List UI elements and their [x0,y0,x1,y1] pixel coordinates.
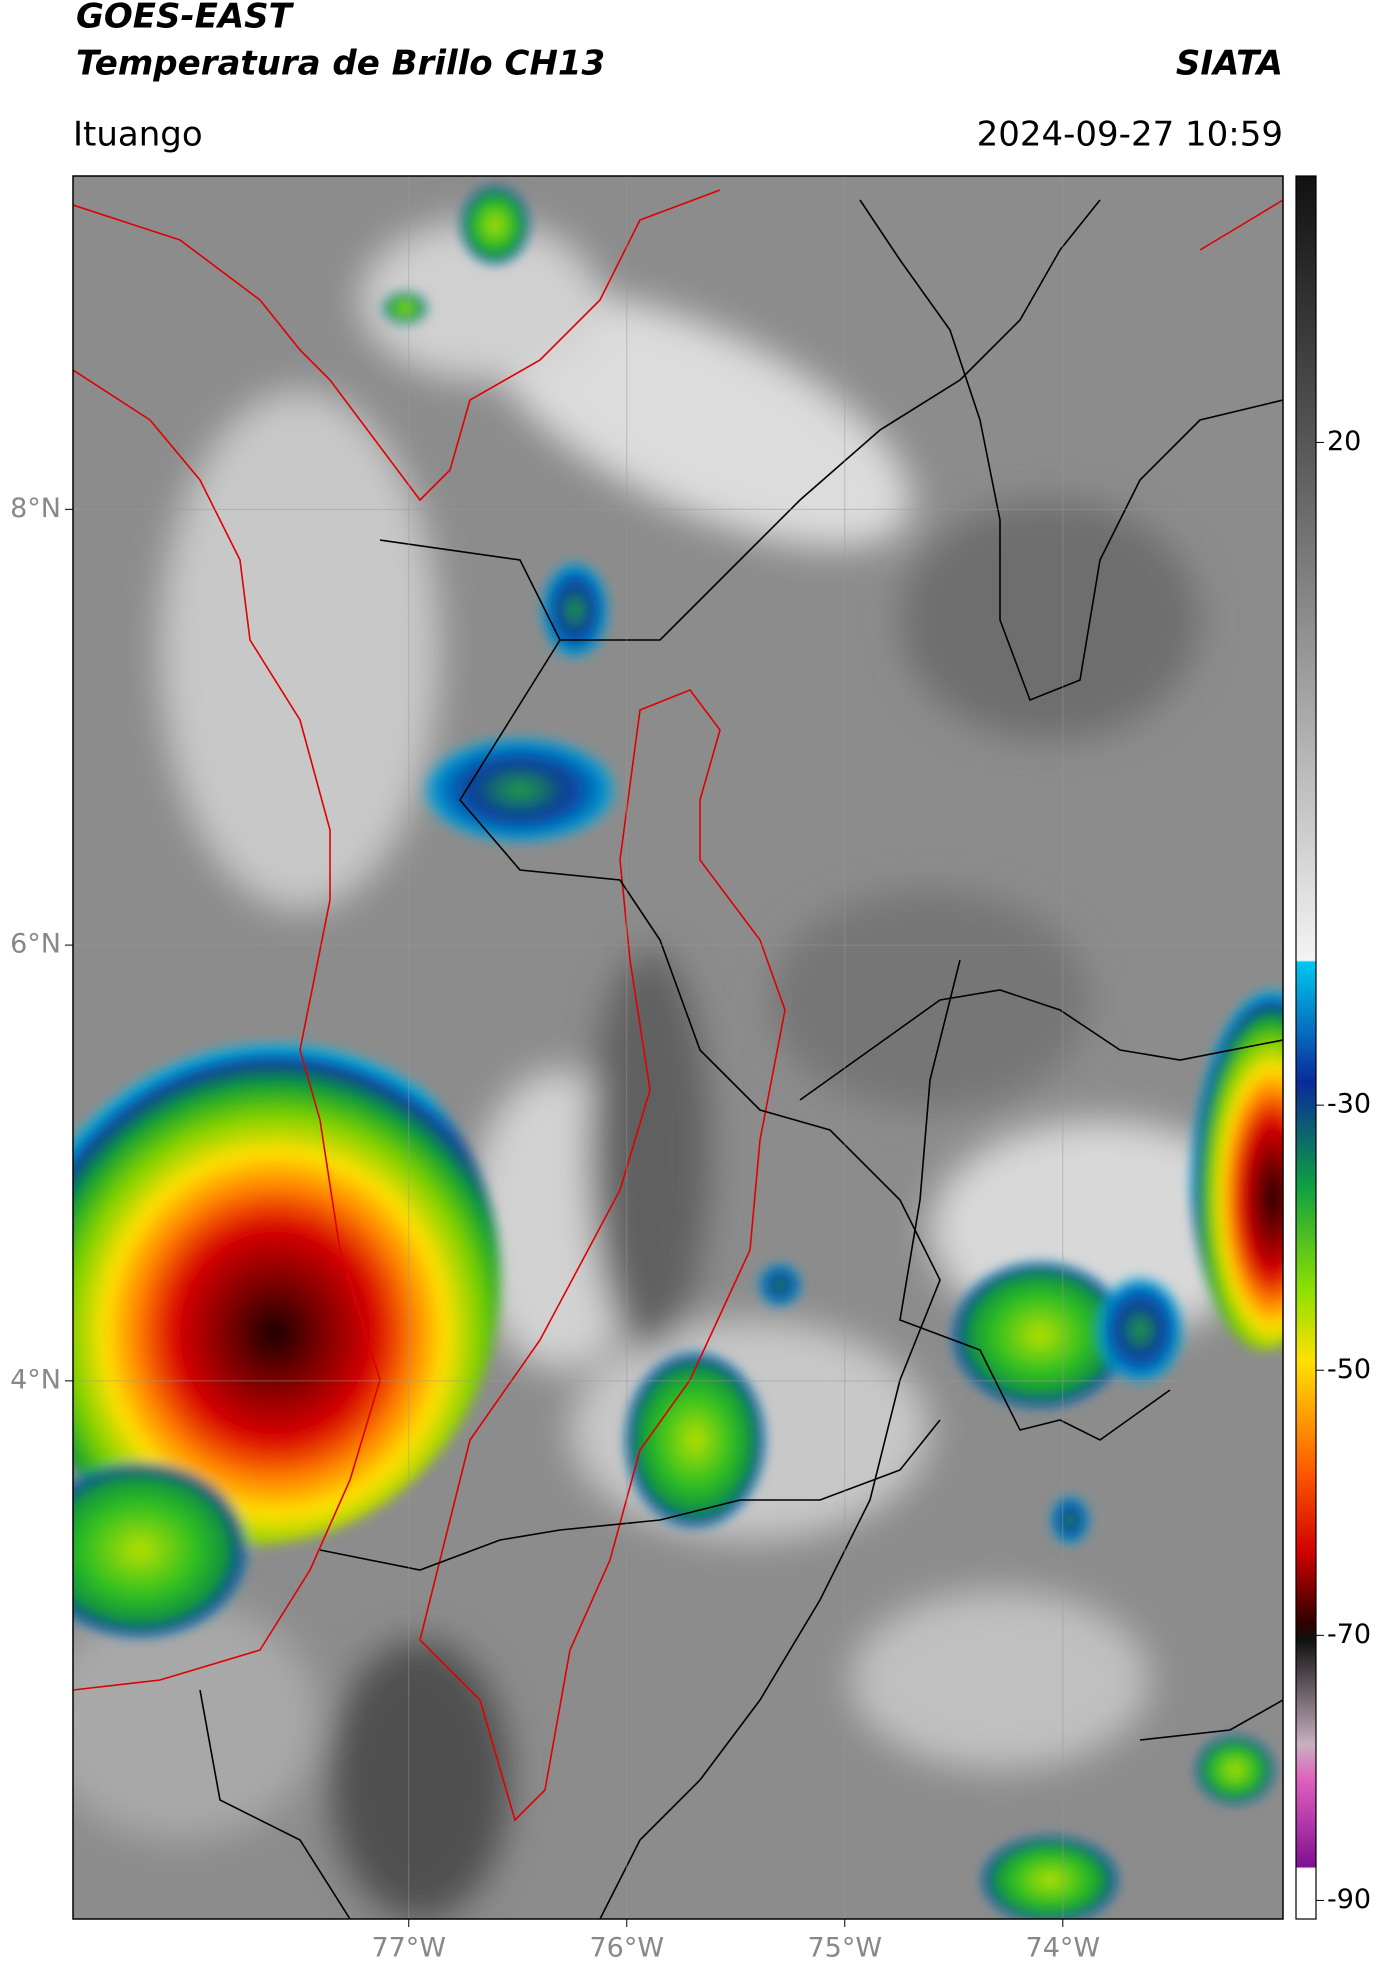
location: Ituango [73,115,203,155]
y-tick-label: 4°N [10,1364,61,1395]
colorbar-tick-label: -90 [1327,1884,1371,1915]
colorbar-tick-label: 20 [1327,426,1361,457]
x-tick-label: 75°W [808,1933,883,1964]
axes: 77°W 76°W 75°W 74°W 8°N 6°N 4°N 20 -30 -50 -70 -90 [10,176,1371,1964]
source: SIATA [1176,44,1283,84]
colorbar-tick-label: -50 [1327,1354,1371,1385]
borders [73,189,1283,1919]
y-tick-label: 6°N [10,929,61,960]
x-tick-label: 76°W [589,1933,664,1964]
datetime: 2024-09-27 10:59 [977,115,1283,155]
x-tick-label: 77°W [371,1933,446,1964]
title: GOES-EAST [76,0,295,37]
map-frame [72,175,1284,1920]
x-tick-label: 74°W [1026,1933,1101,1964]
colorbar [1295,175,1317,1920]
y-tick-label: 8°N [10,493,61,524]
colorbar-tick-label: -70 [1327,1619,1371,1650]
colorbar-tick-label: -30 [1327,1089,1371,1120]
satellite-image [73,176,1283,1919]
subtitle: Temperatura de Brillo CH13 [76,44,605,84]
